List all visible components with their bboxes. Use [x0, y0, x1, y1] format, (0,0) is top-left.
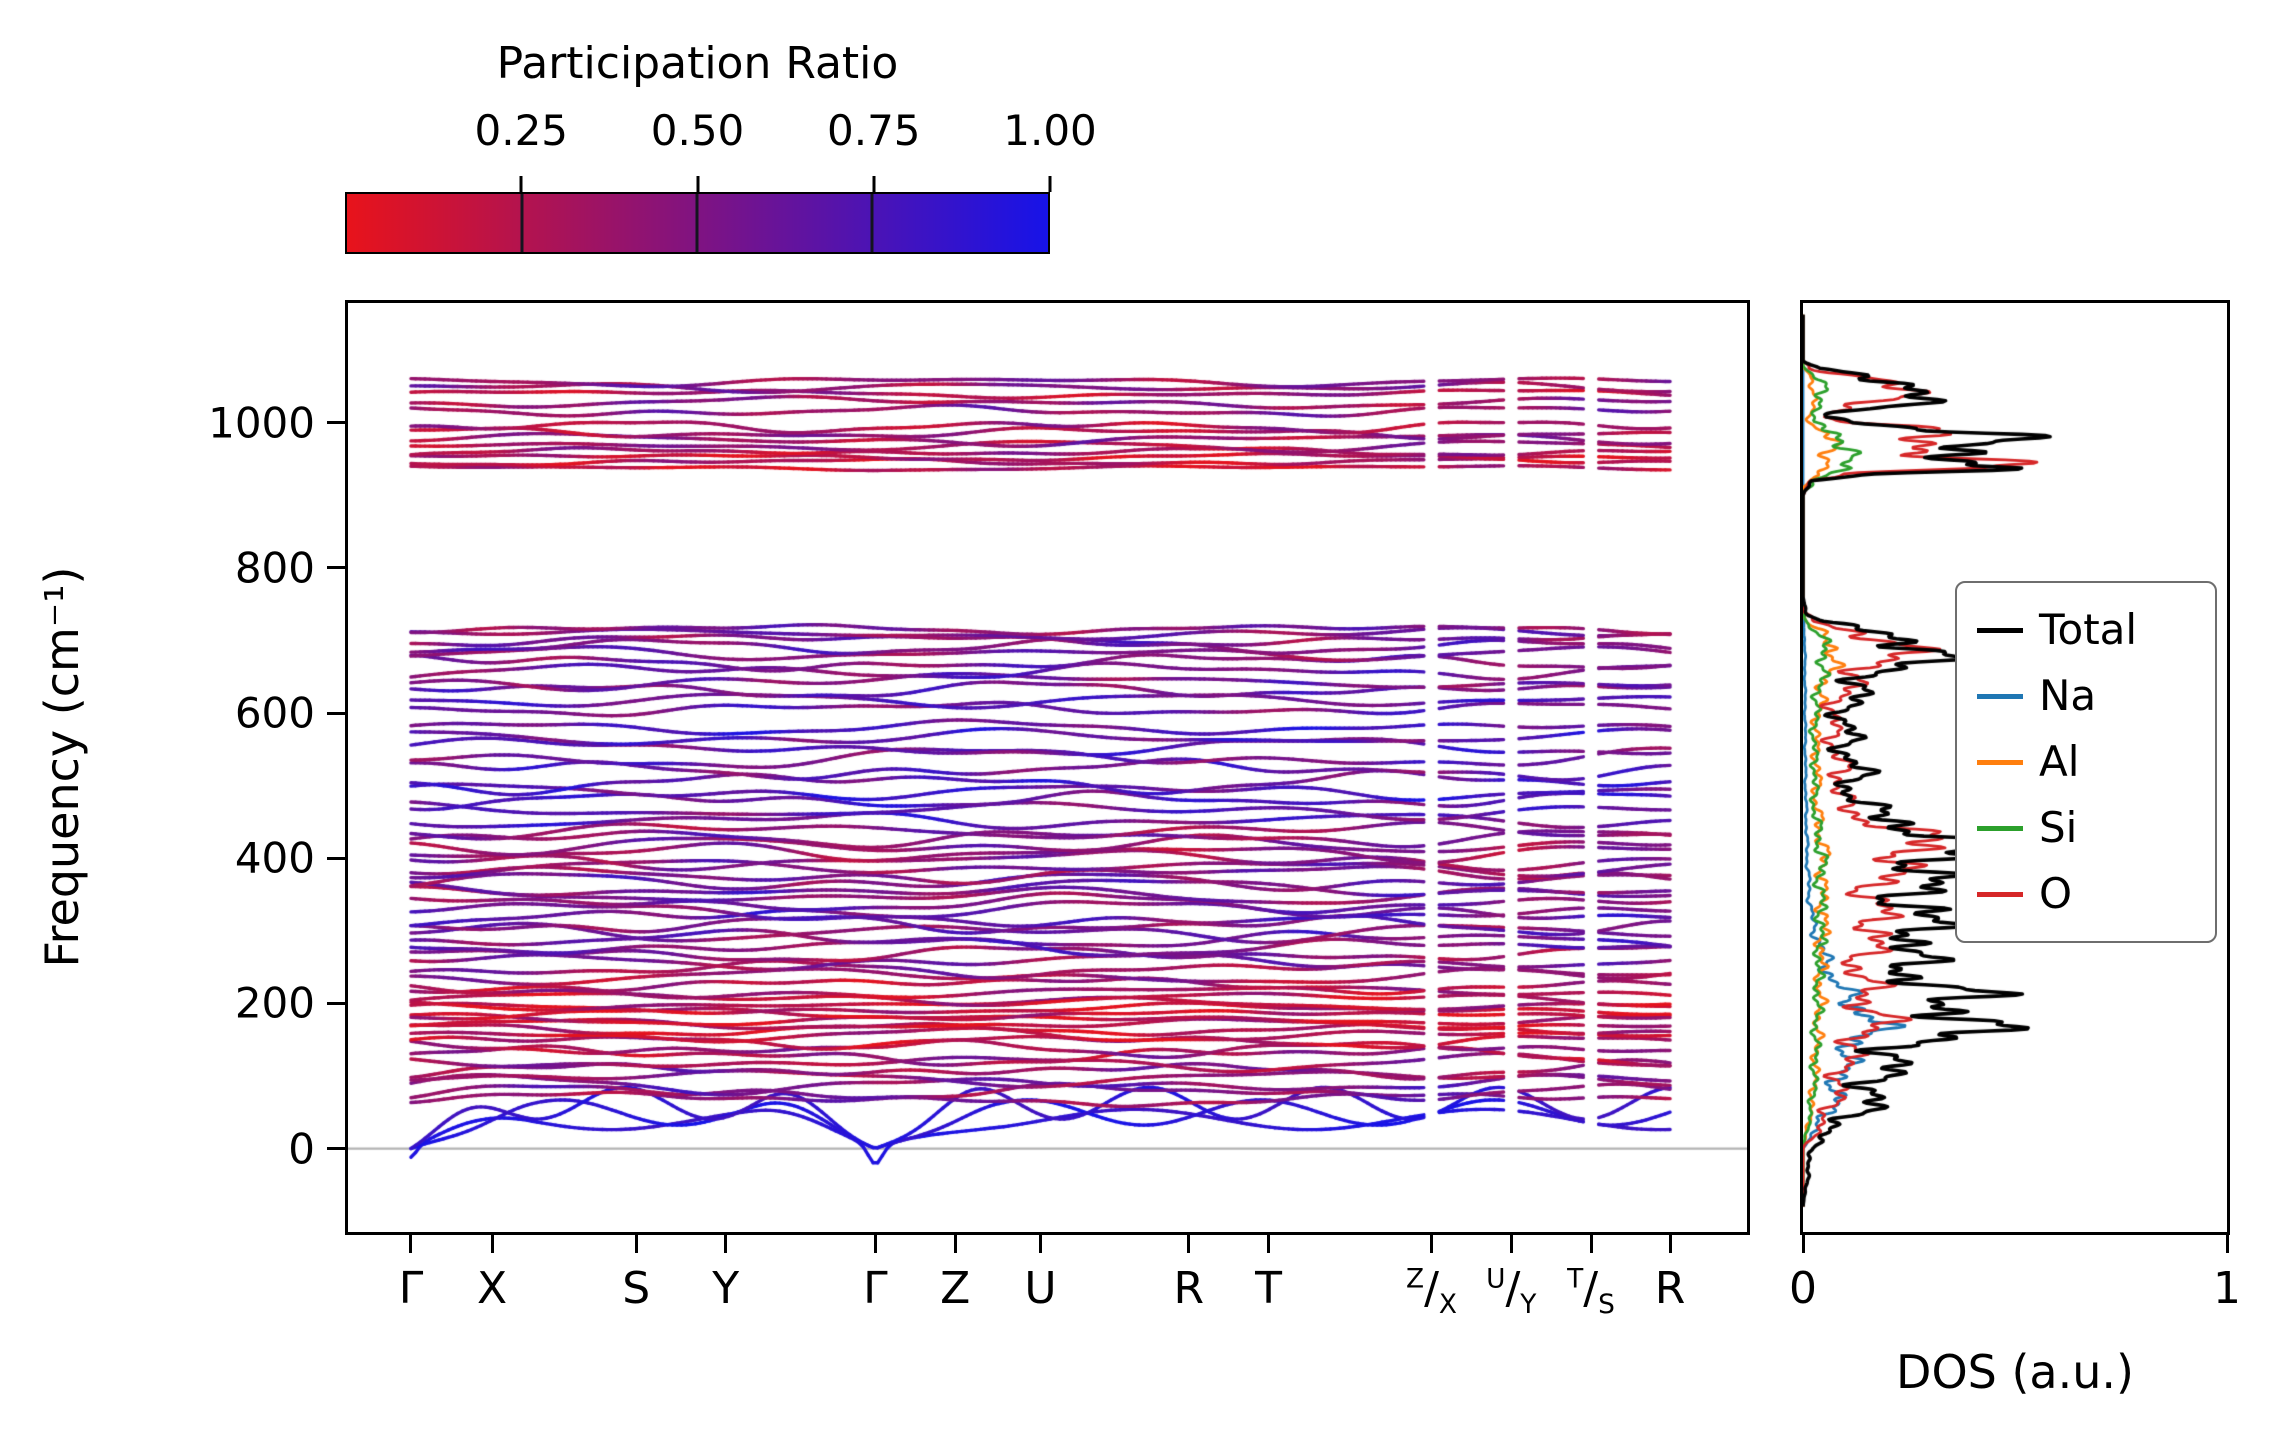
colorbar-divider	[520, 194, 524, 252]
kpoint-tick-mark	[634, 1235, 638, 1253]
colorbar-tick-labels: 0.25 0.50 0.75 1.00	[345, 106, 1096, 162]
kpoint-label: Z/X	[1406, 1263, 1458, 1320]
kpoint-tick-mark	[873, 1235, 877, 1253]
kpoint-label: U	[1024, 1263, 1057, 1314]
y-tick-mark	[327, 421, 345, 425]
dos-tick-mark	[1801, 1235, 1805, 1253]
legend-label: Total	[2039, 605, 2138, 654]
y-tick-mark	[327, 1001, 345, 1005]
dos-tick-label: 1	[2213, 1263, 2241, 1314]
legend-swatch-na	[1977, 693, 2023, 699]
legend: Total Na Al Si O	[1955, 581, 2217, 943]
legend-swatch-o	[1977, 891, 2023, 897]
legend-entry: Si	[1977, 795, 2195, 861]
kpoint-label: S	[622, 1263, 651, 1314]
kpoint-tick-mark	[724, 1235, 728, 1253]
kpoint-tick-mark	[1589, 1235, 1593, 1253]
kpoint-tick-mark	[1267, 1235, 1271, 1253]
legend-entry: O	[1977, 861, 2195, 927]
kpoint-label: T	[1255, 1263, 1282, 1314]
y-tick-mark	[327, 856, 345, 860]
kpoint-label: U/Y	[1486, 1263, 1537, 1320]
dos-panel: Total Na Al Si O	[1800, 300, 2230, 1235]
legend-label: Al	[2039, 737, 2080, 786]
kpoint-tick-mark	[490, 1235, 494, 1253]
y-tick-label: 1000	[208, 398, 315, 448]
colorbar-tick-marks	[345, 176, 1052, 192]
y-tick-label: 400	[234, 833, 315, 883]
colorbar-tick-mark	[1048, 176, 1052, 192]
y-axis-label: Frequency (cm⁻¹)	[35, 566, 89, 968]
legend-swatch-al	[1977, 759, 2023, 765]
colorbar-tick-mark	[696, 176, 699, 192]
colorbar-tick-label: 1.00	[1003, 106, 1097, 155]
y-tick-label: 200	[234, 978, 315, 1028]
legend-entry: Total	[1977, 597, 2195, 663]
colorbar-title: Participation Ratio	[496, 38, 899, 89]
y-tick-label: 800	[234, 543, 315, 593]
band-structure-panel	[345, 300, 1750, 1235]
y-tick-label: 600	[234, 688, 315, 738]
kpoint-tick-mark	[1668, 1235, 1672, 1253]
legend-swatch-total	[1977, 627, 2023, 633]
kpoint-label: Γ	[863, 1263, 888, 1314]
y-tick-label: 0	[288, 1124, 315, 1174]
legend-label: O	[2039, 869, 2073, 918]
dos-tick-mark	[2225, 1235, 2229, 1253]
kpoint-label: Y	[712, 1263, 740, 1314]
kpoint-label: T/S	[1567, 1263, 1615, 1320]
kpoint-tick-mark	[1509, 1235, 1513, 1253]
kpoint-label: Z	[940, 1263, 971, 1314]
kpoint-tick-mark	[409, 1235, 413, 1253]
colorbar-tick-label: 0.50	[650, 106, 745, 155]
kpoint-tick-mark	[953, 1235, 957, 1253]
legend-label: Si	[2039, 803, 2078, 852]
kpoint-label: Γ	[398, 1263, 424, 1314]
colorbar-tick-label: 0.75	[826, 106, 921, 155]
y-tick-mark	[327, 711, 345, 715]
colorbar-divider	[695, 194, 699, 252]
dos-tick-label: 0	[1789, 1263, 1817, 1314]
y-tick-mark	[327, 1147, 345, 1151]
colorbar-tick-label: 0.25	[474, 106, 569, 155]
colorbar-tick-mark	[519, 176, 523, 192]
legend-entry: Al	[1977, 729, 2195, 795]
legend-label: Na	[2039, 671, 2097, 720]
kpoint-tick-mark	[1430, 1235, 1434, 1253]
y-tick-mark	[327, 566, 345, 570]
kpoint-label: X	[477, 1263, 508, 1314]
kpoint-label: R	[1654, 1263, 1686, 1314]
colorbar-tick-mark	[872, 176, 876, 192]
kpoint-tick-mark	[1039, 1235, 1042, 1253]
colorbar-divider	[870, 194, 874, 252]
dos-x-axis-label: DOS (a.u.)	[1896, 1345, 2134, 1399]
kpoint-label: R	[1173, 1263, 1205, 1314]
legend-entry: Na	[1977, 663, 2195, 729]
colorbar-gradient	[345, 192, 1050, 254]
band-structure-canvas	[348, 303, 1747, 1232]
kpoint-tick-mark	[1187, 1235, 1191, 1253]
legend-swatch-si	[1977, 825, 2023, 831]
